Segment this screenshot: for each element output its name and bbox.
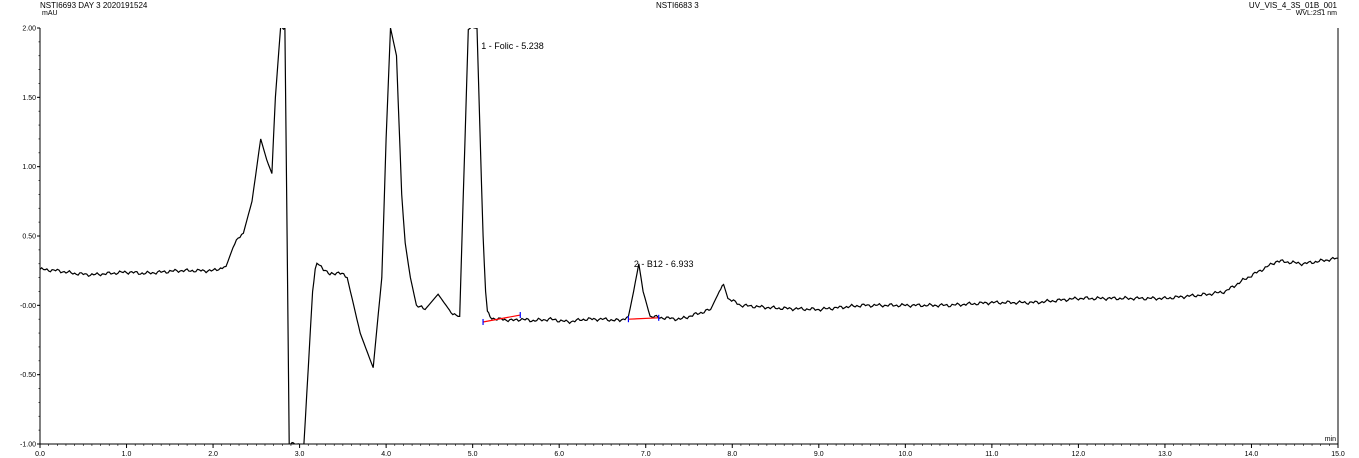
peak-label: 2 - B12 - 6.933 <box>634 259 694 269</box>
sample-name: NSTI6683 3 <box>656 1 699 10</box>
channel-name: UV_VIS_4_3S_01B_001 <box>1248 1 1337 10</box>
x-tick-label: 13.0 <box>1158 451 1172 458</box>
x-tick-label: 2.0 <box>208 451 218 458</box>
wavelength-label: WVL:2S1 nm <box>1295 10 1337 17</box>
x-tick-label: 11.0 <box>985 451 998 458</box>
peak-label: 1 - Folic - 5.238 <box>481 41 544 51</box>
x-tick-label: 4.0 <box>381 451 391 458</box>
x-tick-label: 15.0 <box>1331 451 1345 458</box>
peak-baseline <box>482 314 521 323</box>
x-tick-label: 14.0 <box>1245 451 1259 458</box>
chromatogram-trace <box>40 28 1338 444</box>
x-tick-label: 5.0 <box>468 451 478 458</box>
x-tick-label: 1.0 <box>122 451 132 458</box>
y-tick-label: -0.50 <box>20 372 36 379</box>
x-tick-label: 7.0 <box>641 451 651 458</box>
y-tick-label: -1.00 <box>20 442 36 449</box>
y-tick-label: -0.00 <box>20 303 36 310</box>
y-tick-label: 0.50 <box>22 234 36 241</box>
x-tick-label: 12.0 <box>1072 451 1086 458</box>
x-axis-label: min <box>1325 436 1336 443</box>
x-tick-label: 0.0 <box>35 451 45 458</box>
y-tick-label: 2.00 <box>22 26 36 33</box>
x-tick-label: 8.0 <box>727 451 737 458</box>
x-tick-label: 3.0 <box>295 451 305 458</box>
x-tick-label: 10.0 <box>899 451 913 458</box>
x-tick-label: 6.0 <box>554 451 564 458</box>
sequence-name: NSTI6693 DAY 3 2020191524 <box>40 1 148 10</box>
y-tick-label: 1.50 <box>22 95 36 102</box>
y-axis-unit: mAU <box>42 10 58 17</box>
x-tick-label: 9.0 <box>814 451 824 458</box>
y-tick-label: 1.00 <box>22 164 36 171</box>
peak-baseline <box>628 317 659 320</box>
